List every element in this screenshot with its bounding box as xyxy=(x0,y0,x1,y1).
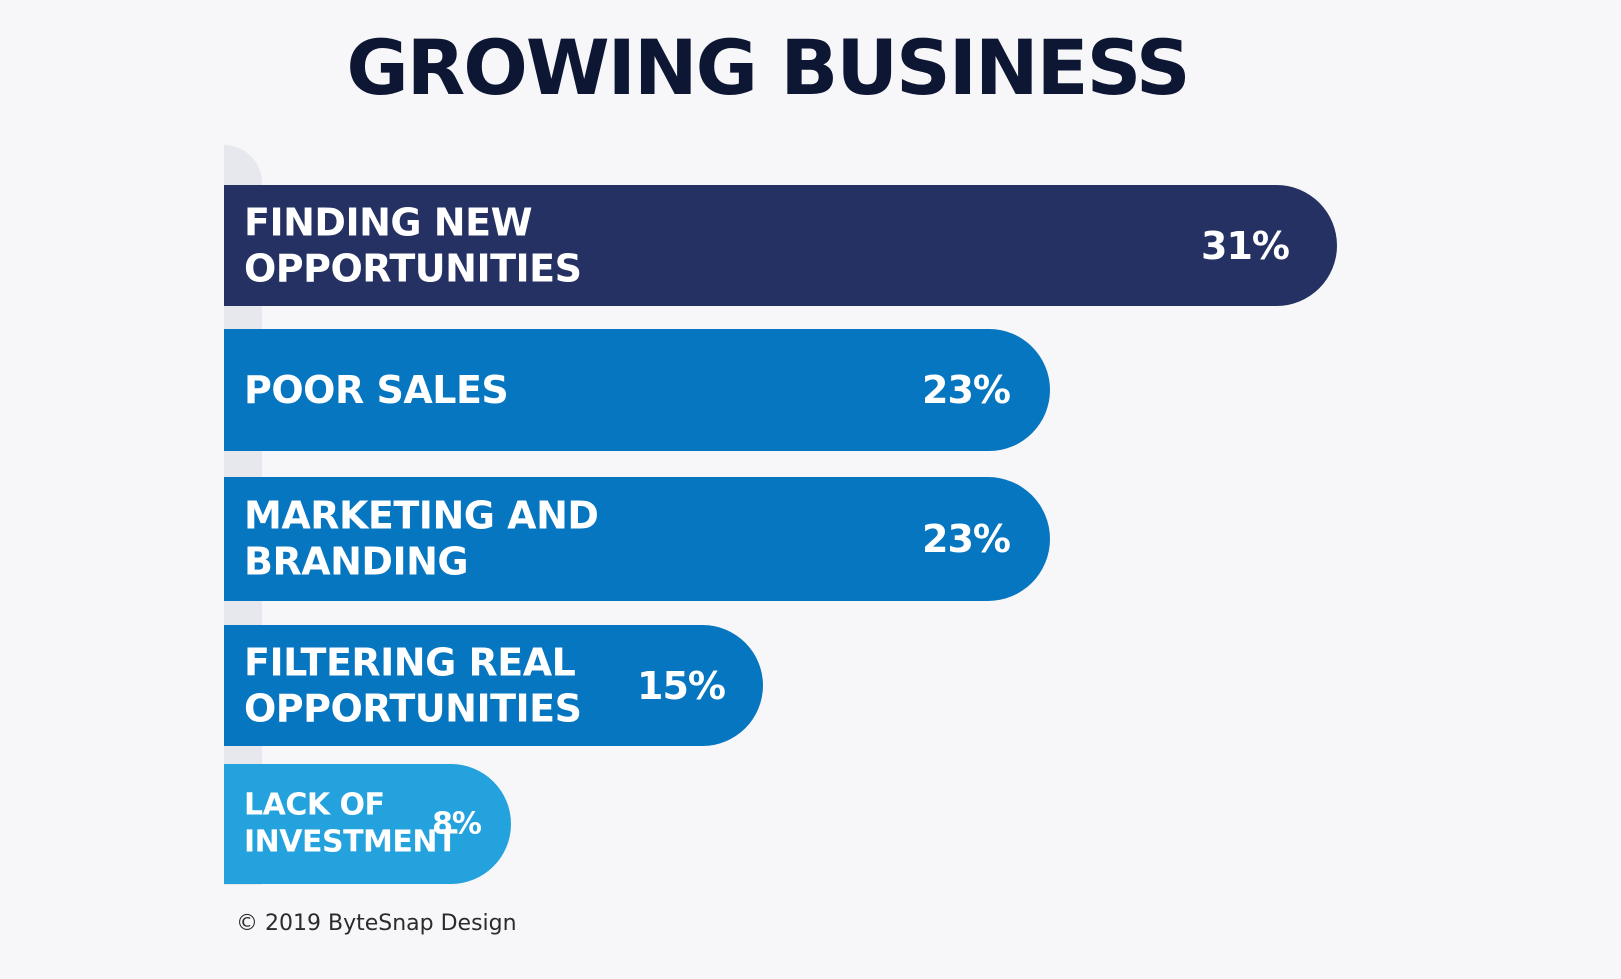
chart-title: GROWING BUSINESS xyxy=(346,23,1190,112)
bar: FINDING NEW OPPORTUNITIES 31% xyxy=(224,185,1337,306)
bar: LACK OF INVESTMENT 8% xyxy=(224,764,511,884)
bar: POOR SALES 23% xyxy=(224,329,1050,451)
bar-category-label: MARKETING AND BRANDING xyxy=(244,493,599,584)
bar-category-label: POOR SALES xyxy=(244,367,509,412)
bar-value-label: 31% xyxy=(1201,223,1290,268)
bar-category-label: LACK OF INVESTMENT xyxy=(244,787,457,859)
bar-category-label: FINDING NEW OPPORTUNITIES xyxy=(244,200,582,291)
bar-value-label: 15% xyxy=(637,663,726,708)
bar-value-label: 23% xyxy=(922,517,1011,561)
bar: MARKETING AND BRANDING 23% xyxy=(224,477,1050,601)
bar-value-label: 23% xyxy=(922,368,1011,412)
copyright-credit: © 2019 ByteSnap Design xyxy=(236,911,517,936)
bar-value-label: 8% xyxy=(432,806,482,842)
bar-category-label: FILTERING REAL OPPORTUNITIES xyxy=(244,640,582,731)
bar: FILTERING REAL OPPORTUNITIES 15% xyxy=(224,625,763,746)
